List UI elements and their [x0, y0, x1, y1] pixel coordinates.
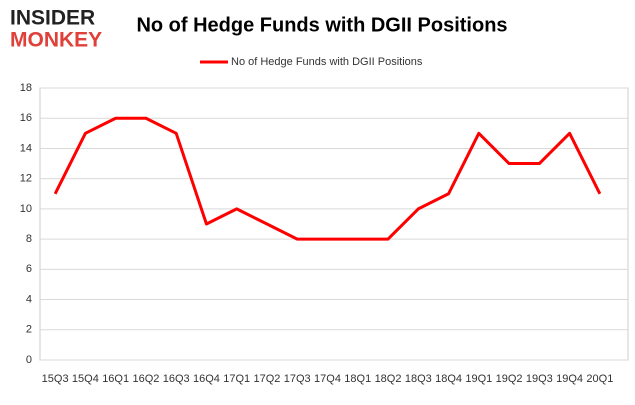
y-tick-label: 6 — [26, 263, 32, 275]
x-tick-label: 17Q1 — [223, 373, 250, 385]
y-tick-label: 18 — [20, 82, 32, 94]
x-tick-label: 18Q3 — [405, 373, 432, 385]
y-tick-label: 10 — [20, 203, 32, 215]
x-tick-label: 18Q1 — [344, 373, 371, 385]
x-tick-label: 15Q4 — [72, 373, 99, 385]
x-tick-label: 20Q1 — [586, 373, 613, 385]
y-tick-label: 12 — [20, 173, 32, 185]
y-tick-label: 0 — [26, 354, 32, 366]
y-tick-label: 8 — [26, 233, 32, 245]
plot-frame — [39, 87, 629, 361]
logo-top: INSIDER — [10, 7, 95, 30]
x-tick-label: 17Q4 — [314, 373, 341, 385]
x-tick-label: 19Q4 — [556, 373, 583, 385]
x-tick-label: 17Q2 — [254, 373, 281, 385]
x-tick-label: 19Q1 — [465, 373, 492, 385]
series-line — [53, 116, 602, 241]
x-tick-label: 18Q2 — [375, 373, 402, 385]
y-tick-label: 2 — [26, 324, 32, 336]
x-tick-label: 18Q4 — [435, 373, 462, 385]
y-tick-label: 16 — [20, 112, 32, 124]
chart-title: No of Hedge Funds with DGII Positions — [136, 14, 507, 36]
y-tick-label: 14 — [20, 142, 32, 154]
logo-bottom: MONKEY — [10, 29, 102, 52]
x-tick-label: 17Q3 — [284, 373, 311, 385]
x-tick-label: 16Q3 — [163, 373, 190, 385]
x-tick-label: 16Q2 — [132, 373, 159, 385]
x-tick-label: 16Q1 — [102, 373, 129, 385]
legend-label: No of Hedge Funds with DGII Positions — [231, 56, 423, 68]
x-tick-label: 16Q4 — [193, 373, 220, 385]
x-tick-label: 19Q3 — [526, 373, 553, 385]
x-tick-label: 15Q3 — [42, 373, 69, 385]
y-tick-label: 4 — [26, 293, 32, 305]
x-tick-label: 19Q2 — [496, 373, 523, 385]
